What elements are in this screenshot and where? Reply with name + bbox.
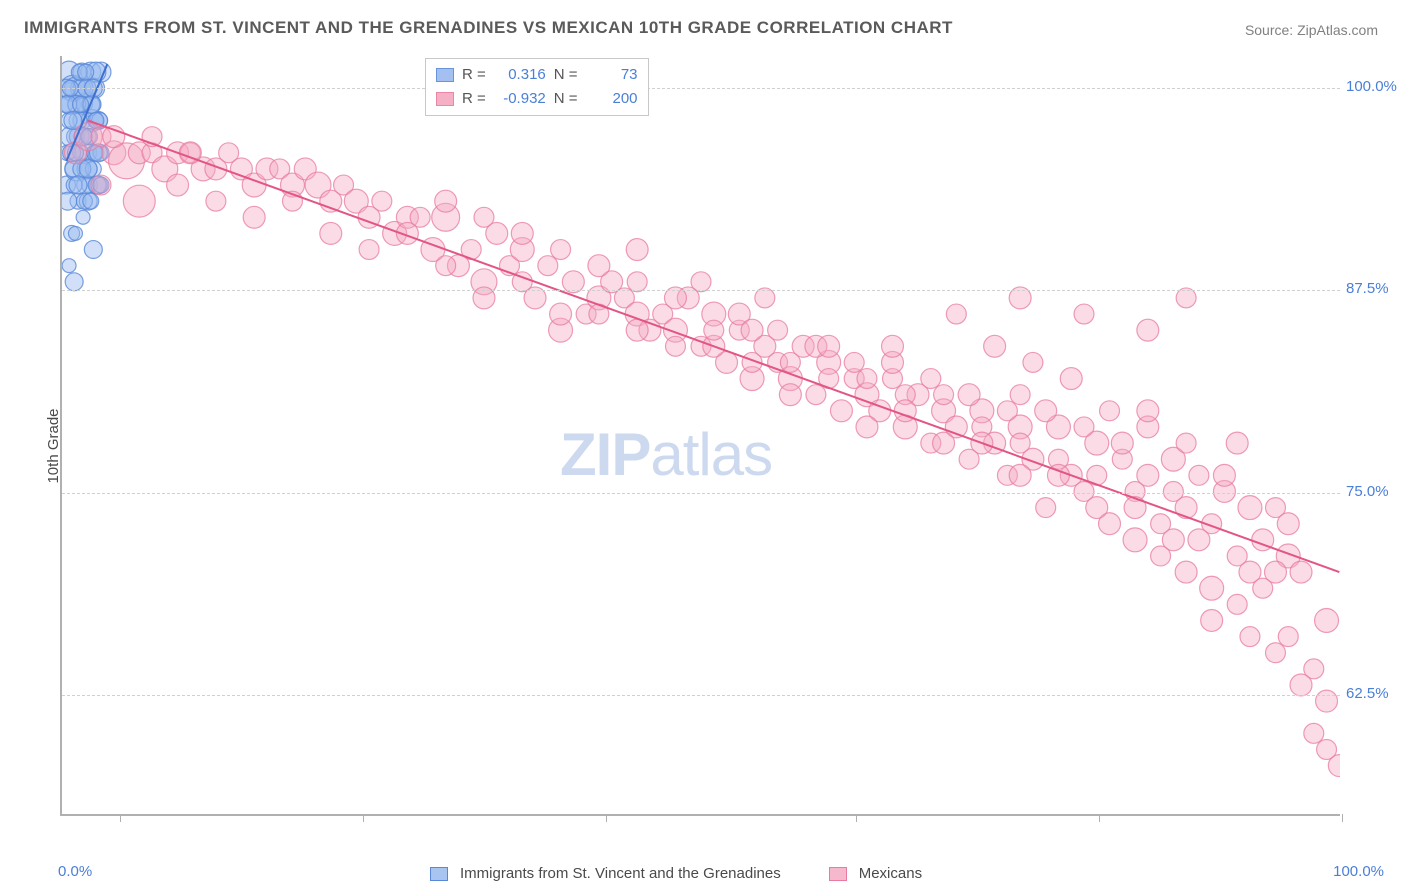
legend-label-2: Mexicans [859,865,922,882]
legend-swatch-1 [430,867,448,881]
r-label-1: R = [462,63,486,87]
n-value-1: 73 [586,63,638,87]
x-tick [363,814,364,822]
x-tick [120,814,121,822]
stats-legend-box: R = 0.316 N = 73 R = -0.932 N = 200 [425,58,649,116]
y-tick-label: 87.5% [1346,280,1389,297]
bottom-legend: Immigrants from St. Vincent and the Gren… [430,865,922,882]
stats-row-series-1: R = 0.316 N = 73 [436,63,638,87]
x-axis-max-label: 100.0% [1333,863,1384,880]
x-tick [1099,814,1100,822]
x-axis-min-label: 0.0% [58,863,92,880]
gridline [62,290,1340,291]
gridline [62,695,1340,696]
r-value-1: 0.316 [494,63,546,87]
legend-label-1: Immigrants from St. Vincent and the Gren… [460,865,781,882]
r-label-2: R = [462,87,486,111]
y-tick-label: 100.0% [1346,78,1397,95]
n-label-1: N = [554,63,578,87]
x-tick [1342,814,1343,822]
x-tick [606,814,607,822]
r-value-2: -0.932 [494,87,546,111]
legend-swatch-2 [829,867,847,881]
chart-title: IMMIGRANTS FROM ST. VINCENT AND THE GREN… [24,18,953,38]
n-value-2: 200 [586,87,638,111]
y-tick-label: 62.5% [1346,685,1389,702]
y-tick-label: 75.0% [1346,483,1389,500]
stats-row-series-2: R = -0.932 N = 200 [436,87,638,111]
x-tick [856,814,857,822]
chart-plot-area [60,56,1340,816]
gridline [62,88,1340,89]
source-label: Source: ZipAtlas.com [1245,22,1378,38]
scatter-plot-svg [62,56,1340,814]
n-label-2: N = [554,87,578,111]
swatch-series-2 [436,92,454,106]
swatch-series-1 [436,68,454,82]
gridline [62,493,1340,494]
